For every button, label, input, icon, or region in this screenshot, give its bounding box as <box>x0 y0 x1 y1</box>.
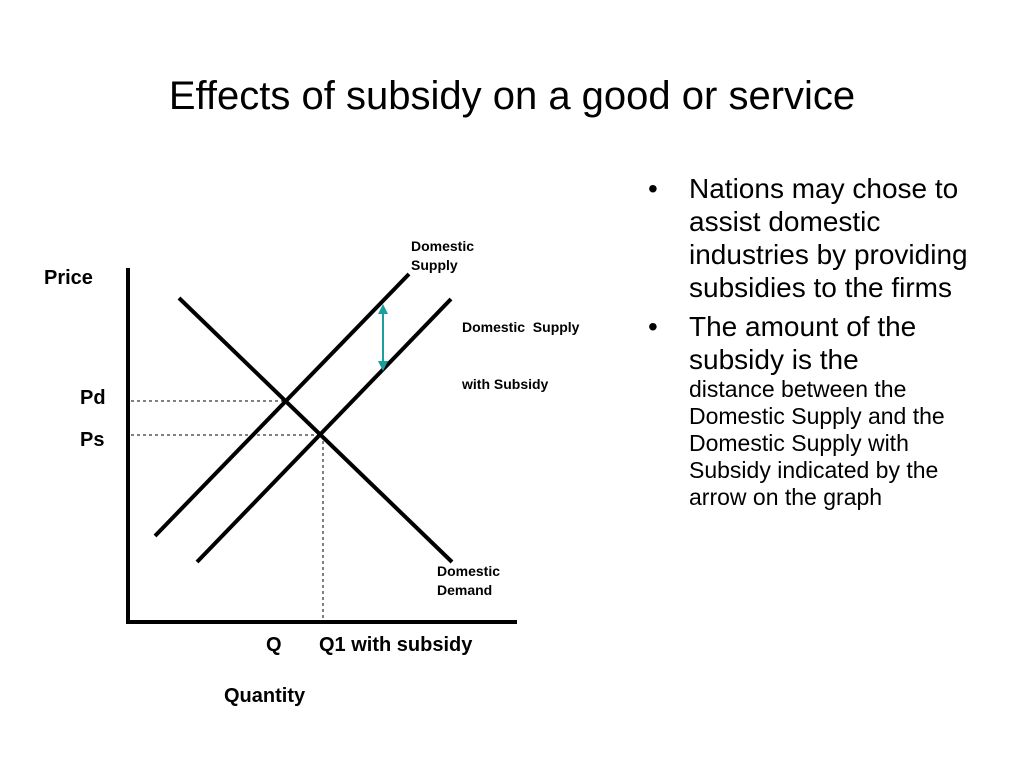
domestic-supply-with-subsidy-label: Domestic Supply with Subsidy <box>462 280 579 413</box>
domestic-demand-label: Domestic Demand <box>437 562 500 600</box>
bullet-item: • Nations may chose to assist domestic i… <box>648 172 968 304</box>
bullet-text-continuation: distance between the Domestic Supply and… <box>689 376 945 510</box>
domestic-supply-label-line1: Domestic <box>411 238 475 254</box>
bullet-dot-icon: • <box>648 311 658 342</box>
bullet-dot-icon: • <box>648 173 658 204</box>
domestic-supply-label: Domestic Supply <box>411 237 474 275</box>
domestic-demand-label-line1: Domestic <box>437 563 501 579</box>
pd-label: Pd <box>80 387 106 409</box>
domestic-supply-line <box>153 272 411 538</box>
subsidy-label-line1: Domestic Supply <box>462 319 580 335</box>
domestic-supply-label-line2: Supply <box>411 257 458 273</box>
slide-title: Effects of subsidy on a good or service <box>168 74 856 118</box>
domestic-supply-with-subsidy-line <box>195 297 453 564</box>
bullet-text: Nations may chose to assist domestic ind… <box>689 173 968 303</box>
bullet-text: The amount of the subsidy is the <box>689 311 917 375</box>
bullet-item: • The amount of the subsidy is the dista… <box>648 310 968 511</box>
domestic-demand-label-line2: Demand <box>437 582 493 598</box>
q1-with-subsidy-label: Q1 with subsidy <box>319 634 473 656</box>
price-axis-label: Price <box>44 267 93 289</box>
q-label: Q <box>266 634 282 656</box>
ps-label: Ps <box>80 429 105 451</box>
bullet-list: • Nations may chose to assist domestic i… <box>648 172 968 517</box>
domestic-demand-line <box>177 296 454 564</box>
quantity-axis-label: Quantity <box>224 685 306 707</box>
subsidy-label-line2: with Subsidy <box>462 376 549 392</box>
